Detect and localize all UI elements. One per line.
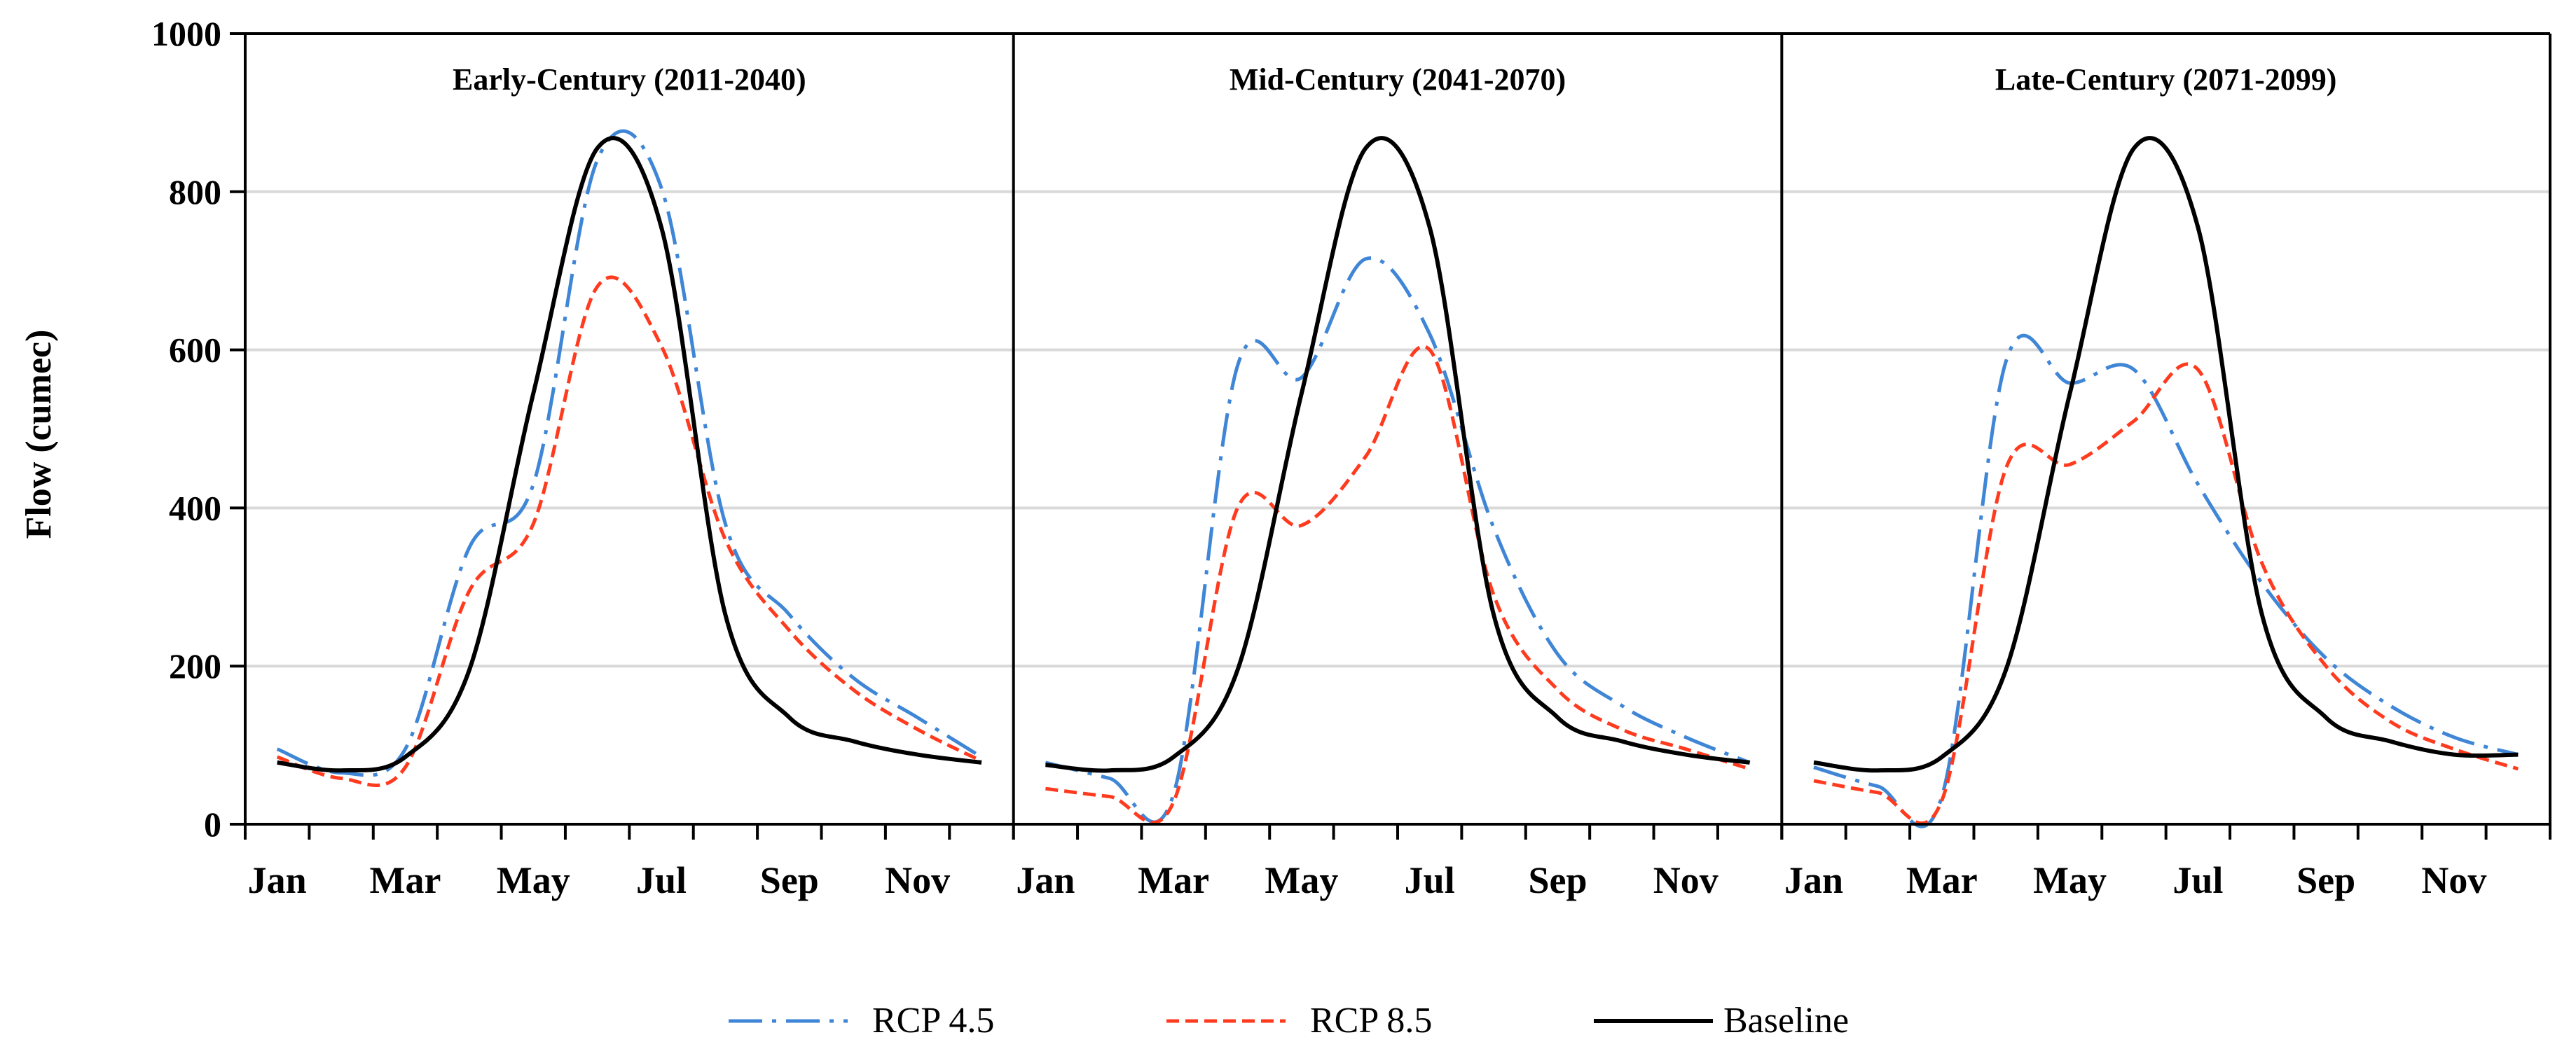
x-tick-label-p1-jul: Jul — [1405, 859, 1455, 901]
y-tick-label-400: 400 — [169, 488, 221, 527]
x-tick-label-p0-jul: Jul — [636, 859, 687, 901]
series-line-rcp45-panel-1 — [1045, 256, 1751, 824]
panel-title-1: Mid-Century (2041-2070) — [1230, 62, 1566, 97]
legend-label-baseline: Baseline — [1723, 1001, 1849, 1041]
y-tick-label-0: 0 — [204, 805, 221, 844]
y-tick-label-1000: 1000 — [151, 14, 221, 53]
x-tick-label-p2-jan: Jan — [1784, 859, 1843, 901]
y-axis-label: Flow (cumec) — [19, 330, 59, 539]
x-tick-label-p1-may: May — [1265, 859, 1338, 901]
x-tick-label-p1-nov: Nov — [1653, 859, 1719, 901]
x-tick-label-p1-sep: Sep — [1528, 859, 1587, 901]
series-line-baseline-panel-2 — [1813, 136, 2519, 773]
legend-label-rcp85: RCP 8.5 — [1310, 1001, 1432, 1041]
series-lines — [276, 129, 2519, 828]
x-tick-label-p2-sep: Sep — [2296, 859, 2355, 901]
x-tick-label-p2-may: May — [2033, 859, 2107, 901]
y-tick-label-200: 200 — [169, 646, 221, 686]
y-tick-label-800: 800 — [169, 172, 221, 211]
x-tick-label-p0-sep: Sep — [760, 859, 819, 901]
y-tick-label-600: 600 — [169, 331, 221, 370]
series-line-rcp45-panel-2 — [1813, 333, 2519, 828]
series-line-rcp85-panel-0 — [276, 275, 983, 787]
x-tick-label-p2-mar: Mar — [1906, 859, 1978, 901]
panel-titles: Early-Century (2011-2040) Mid-Century (20… — [453, 62, 2336, 97]
gridlines — [245, 32, 2550, 668]
x-tick-label-p0-nov: Nov — [885, 859, 950, 901]
tick-labels: 0 200 400 600 800 1000 Jan Mar May Jul Sep Nov Jan Ma… — [151, 14, 2486, 901]
axes — [230, 32, 2551, 840]
x-tick-label-p0-jan: Jan — [248, 859, 307, 901]
series-line-rcp45-panel-0 — [276, 129, 983, 777]
x-tick-label-p1-jan: Jan — [1016, 859, 1075, 901]
series-line-baseline-panel-1 — [1045, 136, 1750, 773]
x-tick-label-p2-jul: Jul — [2172, 859, 2223, 901]
panel-title-2: Late-Century (2071-2099) — [1995, 62, 2337, 97]
legend: RCP 4.5 RCP 8.5 Baseline — [729, 1001, 1849, 1041]
x-tick-label-p0-may: May — [497, 859, 570, 901]
x-tick-label-p2-nov: Nov — [2421, 859, 2486, 901]
panel-title-0: Early-Century (2011-2040) — [453, 62, 806, 97]
legend-label-rcp45: RCP 4.5 — [872, 1001, 994, 1041]
x-tick-label-p0-mar: Mar — [370, 859, 441, 901]
series-line-rcp85-panel-1 — [1045, 345, 1751, 824]
series-line-baseline-panel-0 — [277, 136, 982, 773]
series-line-rcp85-panel-2 — [1813, 362, 2519, 826]
x-tick-label-p1-mar: Mar — [1138, 859, 1209, 901]
